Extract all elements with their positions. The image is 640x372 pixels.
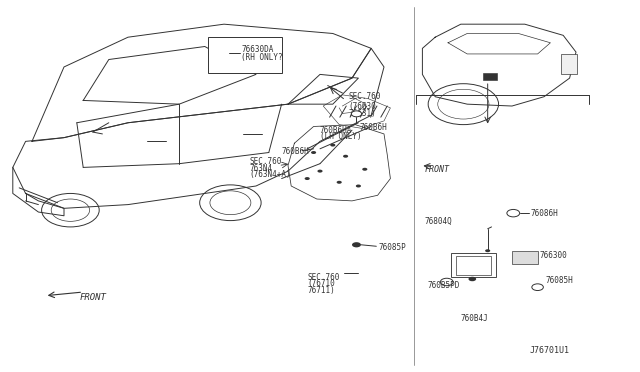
Text: 760B6H: 760B6H (360, 123, 387, 132)
Polygon shape (323, 95, 390, 128)
Circle shape (317, 170, 323, 173)
Text: (763N4+A): (763N4+A) (250, 170, 291, 179)
Text: 760B4J: 760B4J (461, 314, 488, 323)
Circle shape (337, 181, 342, 184)
Text: (76710: (76710 (307, 279, 335, 288)
Text: J76701U1: J76701U1 (530, 346, 570, 355)
Circle shape (438, 89, 489, 119)
Circle shape (343, 155, 348, 158)
Circle shape (356, 185, 361, 187)
Text: 766300: 766300 (540, 251, 567, 260)
Circle shape (330, 144, 335, 147)
Circle shape (305, 177, 310, 180)
Text: SEC.760: SEC.760 (250, 157, 282, 166)
Circle shape (311, 151, 316, 154)
Text: 760B6HA: 760B6HA (320, 126, 353, 135)
Circle shape (428, 84, 499, 125)
Circle shape (532, 284, 543, 291)
Text: 76711): 76711) (307, 286, 335, 295)
Circle shape (200, 185, 261, 221)
Circle shape (51, 199, 90, 221)
Text: 76085H: 76085H (545, 276, 573, 285)
Bar (561, 54, 577, 74)
Bar (208, 37, 282, 73)
Circle shape (440, 278, 453, 286)
Bar (451, 253, 496, 277)
Text: 76631): 76631) (349, 109, 376, 118)
Text: 763N4: 763N4 (250, 164, 273, 173)
Circle shape (481, 76, 487, 79)
Polygon shape (212, 43, 229, 63)
Text: FRONT: FRONT (80, 293, 107, 302)
Circle shape (468, 277, 476, 281)
Bar (456, 256, 491, 275)
Text: 76086H: 76086H (531, 209, 558, 218)
Circle shape (42, 193, 99, 227)
Text: SEC.760: SEC.760 (349, 92, 381, 101)
Circle shape (352, 242, 361, 247)
Text: 76630DA: 76630DA (241, 45, 274, 54)
Circle shape (362, 168, 367, 171)
Circle shape (351, 111, 362, 117)
Bar (483, 73, 497, 80)
Text: (LH ONLY): (LH ONLY) (320, 132, 362, 141)
Text: 76804Q: 76804Q (424, 217, 452, 226)
Text: 760B6H: 760B6H (282, 147, 309, 156)
Text: SEC.760: SEC.760 (307, 273, 340, 282)
Bar (512, 251, 538, 264)
Text: (RH ONLY?: (RH ONLY? (241, 53, 283, 62)
Text: 76085P: 76085P (378, 243, 406, 251)
Circle shape (507, 209, 520, 217)
Circle shape (210, 191, 251, 215)
Circle shape (485, 249, 490, 252)
Text: FRONT: FRONT (424, 165, 449, 174)
Text: 760B5PD: 760B5PD (428, 281, 460, 290)
Text: (76630: (76630 (349, 102, 376, 110)
